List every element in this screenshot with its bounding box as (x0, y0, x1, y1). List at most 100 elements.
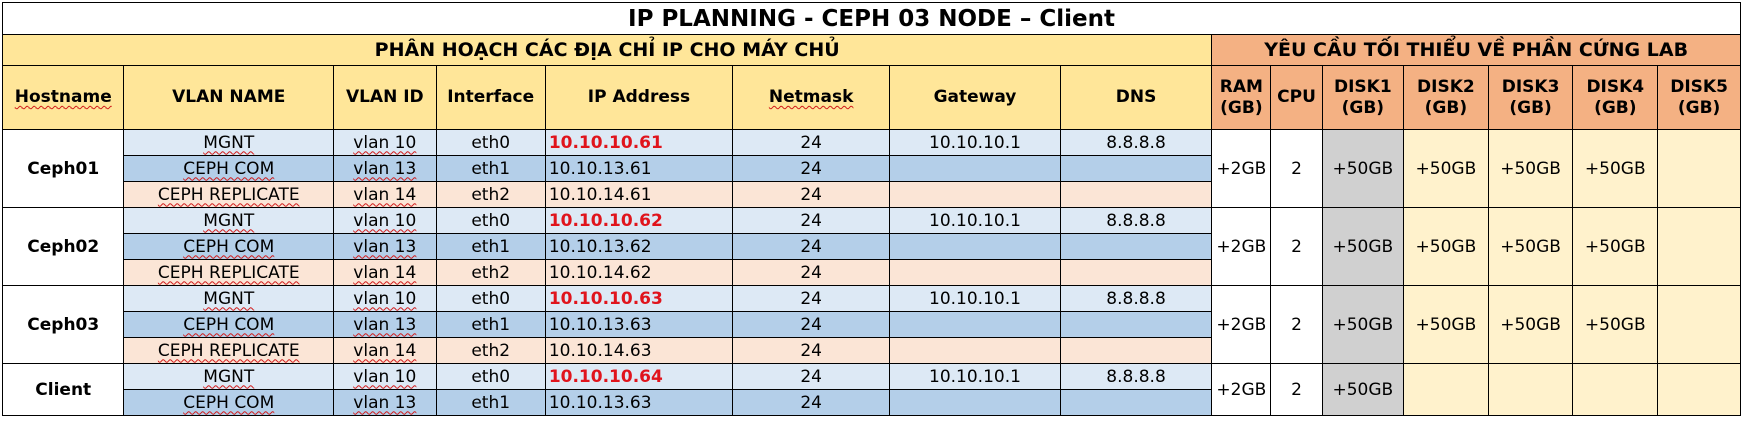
disk3-cell[interactable]: +50GB (1487, 207, 1574, 286)
vlan-id-cell[interactable]: vlan 13 (333, 233, 437, 260)
netmask-cell[interactable]: 24 (732, 337, 891, 364)
hostname-cell[interactable]: Ceph01 (1, 129, 125, 208)
gateway-cell[interactable] (889, 259, 1061, 286)
vlan-id-cell[interactable]: vlan 10 (333, 285, 437, 312)
vlan-name-cell[interactable]: CEPH REPLICATE (123, 337, 335, 364)
vlan-id-cell[interactable]: vlan 10 (333, 363, 437, 390)
cpu-cell[interactable]: 2 (1270, 207, 1323, 286)
ip-address-cell[interactable]: 10.10.10.61 (544, 129, 734, 156)
gateway-cell[interactable] (889, 233, 1061, 260)
vlan-name-cell[interactable]: CEPH COM (123, 389, 335, 416)
col-header-ram[interactable]: RAM (GB) (1211, 65, 1272, 130)
netmask-cell[interactable]: 24 (732, 285, 891, 312)
disk3-cell[interactable]: +50GB (1487, 285, 1574, 364)
ip-address-cell[interactable]: 10.10.14.63 (544, 337, 734, 364)
netmask-cell[interactable]: 24 (732, 389, 891, 416)
ram-cell[interactable]: +2GB (1211, 285, 1272, 364)
ip-address-cell[interactable]: 10.10.10.62 (544, 207, 734, 234)
dns-cell[interactable] (1059, 337, 1213, 364)
cpu-cell[interactable]: 2 (1270, 363, 1323, 416)
col-header-vlan-id[interactable]: VLAN ID (333, 65, 437, 130)
col-header-vlan-name[interactable]: VLAN NAME (123, 65, 335, 130)
col-header-disk3[interactable]: DISK3 (GB) (1487, 65, 1574, 130)
dns-cell[interactable] (1059, 181, 1213, 208)
disk5-cell[interactable] (1657, 129, 1741, 208)
vlan-id-cell[interactable]: vlan 13 (333, 155, 437, 182)
disk5-cell[interactable] (1657, 207, 1741, 286)
dns-cell[interactable] (1059, 389, 1213, 416)
gateway-cell[interactable]: 10.10.10.1 (889, 285, 1061, 312)
interface-cell[interactable]: eth1 (435, 233, 546, 260)
vlan-id-cell[interactable]: vlan 14 (333, 181, 437, 208)
ip-address-cell[interactable]: 10.10.14.61 (544, 181, 734, 208)
hostname-cell[interactable]: Ceph02 (1, 207, 125, 286)
vlan-id-cell[interactable]: vlan 10 (333, 207, 437, 234)
sheet-title[interactable]: IP PLANNING - CEPH 03 NODE – Client (2, 2, 1741, 35)
col-header-disk5[interactable]: DISK5 (GB) (1657, 65, 1741, 130)
disk4-cell[interactable] (1572, 363, 1659, 416)
disk1-cell[interactable]: +50GB (1321, 129, 1405, 208)
dns-cell[interactable]: 8.8.8.8 (1059, 207, 1213, 234)
gateway-cell[interactable] (889, 155, 1061, 182)
dns-cell[interactable] (1059, 155, 1213, 182)
disk2-cell[interactable]: +50GB (1403, 285, 1489, 364)
cpu-cell[interactable]: 2 (1270, 285, 1323, 364)
col-header-disk2[interactable]: DISK2 (GB) (1403, 65, 1489, 130)
vlan-name-cell[interactable]: CEPH COM (123, 233, 335, 260)
interface-cell[interactable]: eth1 (435, 311, 546, 338)
vlan-name-cell[interactable]: CEPH COM (123, 311, 335, 338)
ram-cell[interactable]: +2GB (1211, 129, 1272, 208)
hostname-cell[interactable]: Client (1, 363, 125, 416)
gateway-cell[interactable] (889, 337, 1061, 364)
interface-cell[interactable]: eth1 (435, 389, 546, 416)
vlan-id-cell[interactable]: vlan 14 (333, 337, 437, 364)
vlan-name-cell[interactable]: MGNT (123, 207, 335, 234)
disk1-cell[interactable]: +50GB (1321, 363, 1405, 416)
disk1-cell[interactable]: +50GB (1321, 207, 1405, 286)
interface-cell[interactable]: eth2 (435, 337, 546, 364)
gateway-cell[interactable]: 10.10.10.1 (889, 207, 1061, 234)
ram-cell[interactable]: +2GB (1211, 363, 1272, 416)
cpu-cell[interactable]: 2 (1270, 129, 1323, 208)
ip-address-cell[interactable]: 10.10.10.64 (544, 363, 734, 390)
disk1-cell[interactable]: +50GB (1321, 285, 1405, 364)
gateway-cell[interactable] (889, 389, 1061, 416)
gateway-cell[interactable] (889, 181, 1061, 208)
netmask-cell[interactable]: 24 (732, 233, 891, 260)
col-header-gateway[interactable]: Gateway (889, 65, 1061, 130)
ip-address-cell[interactable]: 10.10.13.62 (544, 233, 734, 260)
dns-cell[interactable]: 8.8.8.8 (1059, 285, 1213, 312)
ip-address-cell[interactable]: 10.10.13.63 (544, 311, 734, 338)
interface-cell[interactable]: eth1 (435, 155, 546, 182)
dns-cell[interactable]: 8.8.8.8 (1059, 129, 1213, 156)
col-header-netmask[interactable]: Netmask (732, 65, 891, 130)
section-ip-allocation[interactable]: PHÂN HOẠCH CÁC ĐỊA CHỈ IP CHO MÁY CHỦ (1, 34, 1213, 66)
netmask-cell[interactable]: 24 (732, 129, 891, 156)
netmask-cell[interactable]: 24 (732, 207, 891, 234)
vlan-name-cell[interactable]: MGNT (123, 285, 335, 312)
interface-cell[interactable]: eth0 (435, 285, 546, 312)
gateway-cell[interactable] (889, 311, 1061, 338)
vlan-name-cell[interactable]: CEPH REPLICATE (123, 181, 335, 208)
col-header-hostname[interactable]: Hostname (1, 65, 125, 130)
hostname-cell[interactable]: Ceph03 (1, 285, 125, 364)
disk2-cell[interactable]: +50GB (1403, 129, 1489, 208)
netmask-cell[interactable]: 24 (732, 363, 891, 390)
gateway-cell[interactable]: 10.10.10.1 (889, 363, 1061, 390)
vlan-name-cell[interactable]: CEPH REPLICATE (123, 259, 335, 286)
vlan-id-cell[interactable]: vlan 13 (333, 311, 437, 338)
ip-address-cell[interactable]: 10.10.13.63 (544, 389, 734, 416)
disk2-cell[interactable]: +50GB (1403, 207, 1489, 286)
vlan-name-cell[interactable]: MGNT (123, 363, 335, 390)
interface-cell[interactable]: eth0 (435, 207, 546, 234)
col-header-ip-address[interactable]: IP Address (544, 65, 734, 130)
ip-address-cell[interactable]: 10.10.14.62 (544, 259, 734, 286)
netmask-cell[interactable]: 24 (732, 181, 891, 208)
interface-cell[interactable]: eth0 (435, 363, 546, 390)
dns-cell[interactable]: 8.8.8.8 (1059, 363, 1213, 390)
dns-cell[interactable] (1059, 233, 1213, 260)
disk2-cell[interactable] (1403, 363, 1489, 416)
disk4-cell[interactable]: +50GB (1572, 285, 1659, 364)
netmask-cell[interactable]: 24 (732, 311, 891, 338)
netmask-cell[interactable]: 24 (732, 259, 891, 286)
